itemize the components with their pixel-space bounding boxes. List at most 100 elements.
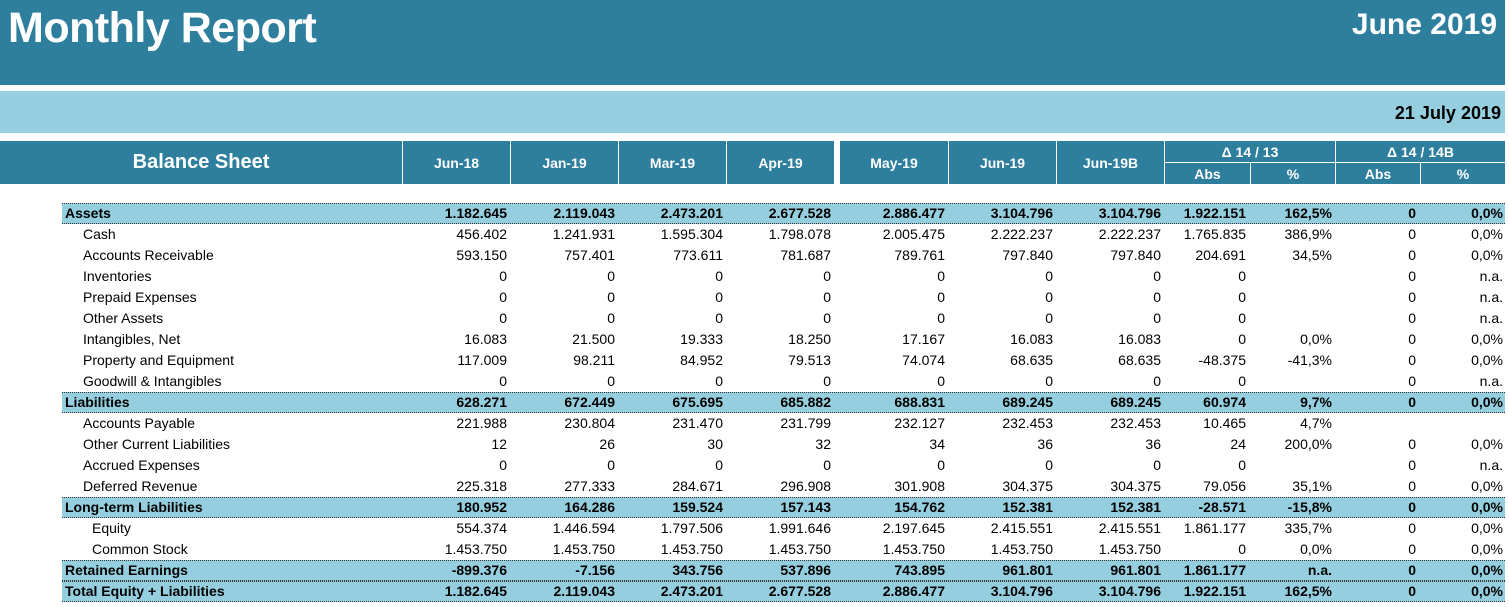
table-cell: 204.691	[1195, 247, 1246, 263]
table-cell: 1.182.645	[444, 205, 507, 221]
table-cell: 537.896	[780, 562, 831, 578]
table-cell: -28.571	[1198, 499, 1246, 515]
column-header: Jun-19	[948, 141, 1056, 184]
table-row: Common Stock 1.453.750 1.453.750 1.453.750 1…	[62, 539, 1505, 560]
table-cell: 3.104.796	[1098, 583, 1161, 599]
table-cell: 0	[1153, 373, 1161, 389]
table-cell: 1.765.835	[1183, 226, 1246, 242]
table-cell: 17.167	[902, 331, 945, 347]
table-cell: 1.922.151	[1183, 583, 1246, 599]
table-cell: 284.671	[672, 478, 723, 494]
table-cell: 4,7%	[1300, 415, 1332, 431]
row-label: Accounts Receivable	[83, 247, 214, 263]
group-header: Δ 14 / 14B	[1335, 141, 1505, 162]
table-cell: 0	[1408, 352, 1416, 368]
row-label: Common Stock	[92, 541, 188, 557]
table-cell: 1.861.177	[1183, 520, 1246, 536]
table-cell: 117.009	[457, 352, 507, 368]
table-cell: 0	[715, 457, 723, 473]
row-label: Cash	[83, 226, 116, 242]
table-cell: 757.401	[564, 247, 615, 263]
row-label: Property and Equipment	[83, 352, 234, 368]
table-cell: 0	[607, 289, 615, 305]
table-cell: 26	[599, 436, 615, 452]
subcolumn-header: %	[1250, 162, 1335, 184]
table-cell: 0	[499, 268, 507, 284]
table-cell: 0	[1153, 457, 1161, 473]
row-label: Other Assets	[83, 310, 164, 326]
table-cell: 0	[1153, 268, 1161, 284]
table-cell: 2.473.201	[660, 583, 723, 599]
table-cell: 0	[1045, 310, 1053, 326]
table-cell: 0,0%	[1300, 331, 1332, 347]
table-header: Balance Sheet Jun-18 Jan-19 Mar-19 Apr-1…	[0, 141, 1505, 184]
table-cell: 0	[1408, 289, 1416, 305]
table-cell: 0	[499, 310, 507, 326]
table-cell: 0,0%	[1471, 499, 1503, 515]
table-cell: 3.104.796	[990, 583, 1053, 599]
table-cell: 0	[607, 373, 615, 389]
table-cell: 12	[491, 436, 507, 452]
table-cell: 961.801	[1002, 562, 1053, 578]
table-row: Intangibles, Net 16.083 21.500 19.333 18.250…	[62, 329, 1505, 350]
table-cell: 152.381	[1002, 499, 1053, 515]
table-cell: 79.513	[788, 352, 831, 368]
table-cell: 0,0%	[1471, 478, 1503, 494]
table-cell: 225.318	[456, 478, 507, 494]
table-row-total: Liabilities 628.271 672.449 675.695 685.882 6…	[62, 392, 1505, 413]
table-cell: 277.333	[564, 478, 615, 494]
table-cell: 232.453	[1110, 415, 1161, 431]
table-cell: 0	[715, 310, 723, 326]
table-cell: 335,7%	[1284, 520, 1332, 536]
table-row: Accounts Payable 221.988 230.804 231.470 231…	[62, 413, 1505, 434]
table-cell: 797.840	[1110, 247, 1161, 263]
table-cell: 0	[499, 289, 507, 305]
table-cell: 0	[607, 268, 615, 284]
table-cell: 16.083	[464, 331, 507, 347]
table-cell: 304.375	[1002, 478, 1053, 494]
table-cell: 30	[707, 436, 723, 452]
table-cell: 1.453.750	[444, 541, 507, 557]
table-cell: n.a.	[1479, 457, 1503, 473]
table-cell: -41,3%	[1287, 352, 1332, 368]
table-cell: 1.922.151	[1183, 205, 1246, 221]
table-cell: 689.245	[1110, 394, 1161, 410]
table-cell: n.a.	[1307, 562, 1332, 578]
table-cell: 343.756	[672, 562, 723, 578]
table-cell: n.a.	[1479, 310, 1503, 326]
table-cell: 0	[499, 457, 507, 473]
table-row: Property and Equipment 117.009 98.211 84.95…	[62, 350, 1505, 371]
table-cell: 2.677.528	[768, 205, 831, 221]
table-cell: 1.991.646	[768, 520, 831, 536]
table-cell: 232.127	[894, 415, 945, 431]
table-cell: 231.799	[780, 415, 831, 431]
table-cell: 0	[1238, 457, 1246, 473]
column-header: Apr-19	[726, 141, 834, 184]
table-cell: -899.376	[451, 562, 507, 578]
table-cell: n.a.	[1479, 373, 1503, 389]
table-cell: 2.886.477	[882, 583, 945, 599]
row-label: Accrued Expenses	[83, 457, 200, 473]
table-cell: 1.182.645	[444, 583, 507, 599]
table-cell: 688.831	[894, 394, 945, 410]
report-title: Monthly Report	[8, 4, 317, 52]
table-cell: 0	[1408, 268, 1416, 284]
table-cell: 231.470	[672, 415, 723, 431]
table-cell: 296.908	[780, 478, 831, 494]
table-title: Balance Sheet	[132, 151, 270, 173]
table-cell: 9,7%	[1300, 394, 1332, 410]
table-cell: 35,1%	[1292, 478, 1332, 494]
table-row: Cash 456.402 1.241.931 1.595.304 1.798.078 2.…	[62, 224, 1505, 245]
table-cell: 0	[823, 268, 831, 284]
table-cell: 1.453.750	[660, 541, 723, 557]
table-cell: 797.840	[1002, 247, 1053, 263]
date-band: 21 July 2019	[0, 91, 1505, 133]
table-cell: 0	[1238, 373, 1246, 389]
subcolumn-header: %	[1420, 162, 1505, 184]
table-cell: 628.271	[456, 394, 507, 410]
table-cell: 2.005.475	[882, 226, 945, 242]
table-cell: 675.695	[672, 394, 723, 410]
table-cell: 200,0%	[1284, 436, 1332, 452]
table-cell: 0,0%	[1471, 562, 1503, 578]
table-cell: 0	[715, 289, 723, 305]
